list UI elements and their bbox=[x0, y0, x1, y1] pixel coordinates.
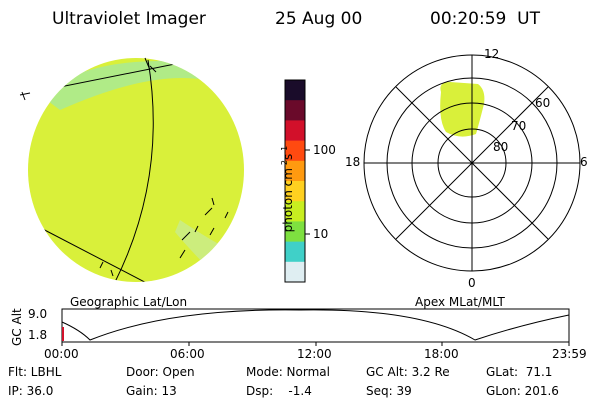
colorbar-frame bbox=[284, 79, 306, 283]
colorbar-segment bbox=[285, 100, 305, 121]
app-title: Ultraviolet Imager bbox=[52, 9, 206, 29]
footer-glon: GLon: 201.6 bbox=[486, 384, 559, 398]
footer-glat: GLat: 71.1 bbox=[486, 365, 553, 379]
colorbar-segment bbox=[285, 120, 305, 142]
altitude-xtick-0600: 06:00 bbox=[170, 347, 205, 361]
altitude-curve bbox=[61, 309, 570, 341]
altitude-axis-label: GC Alt bbox=[10, 308, 24, 346]
altitude-plot-frame bbox=[61, 308, 570, 343]
polar-mlat-mlt-plot bbox=[363, 54, 581, 272]
colorbar-segment bbox=[285, 80, 305, 101]
altitude-xtick-1800: 18:00 bbox=[424, 347, 459, 361]
colorbar-segment bbox=[285, 241, 305, 263]
mlat-label-80: 80 bbox=[493, 140, 509, 154]
colorbar-segment bbox=[285, 160, 305, 182]
colorbar-tick-label-100: 100 bbox=[313, 143, 336, 157]
colorbar-tick-label-10: 10 bbox=[313, 227, 329, 241]
auroral-oval-blob bbox=[440, 82, 485, 137]
colorbar-segment bbox=[285, 201, 305, 222]
colorbar-segment bbox=[285, 140, 305, 162]
footer-seq: Seq: 39 bbox=[366, 384, 412, 398]
mlt-label-12: 12 bbox=[484, 47, 500, 61]
footer-ip: IP: 36.0 bbox=[8, 384, 54, 398]
colorbar-unit-label: photon cm-2s-1 bbox=[280, 145, 295, 233]
footer-gain: Gain: 13 bbox=[126, 384, 177, 398]
altitude-xtick-1200: 12:00 bbox=[297, 347, 332, 361]
image-date: 25 Aug 00 bbox=[275, 9, 363, 29]
image-time: 00:20:59 UT bbox=[430, 9, 540, 29]
footer-door: Door: Open bbox=[126, 365, 195, 379]
footer-gc-alt: GC Alt: 3.2 Re bbox=[366, 365, 450, 379]
mlt-label-6: 6 bbox=[580, 155, 588, 169]
altitude-xtick-0000: 00:00 bbox=[44, 347, 79, 361]
colorbar-segment bbox=[285, 261, 305, 283]
mlat-label-70: 70 bbox=[511, 119, 527, 133]
left-panel-caption: Geographic Lat/Lon bbox=[70, 295, 188, 309]
colorbar bbox=[285, 80, 305, 283]
altitude-ytick-9: 9.0 bbox=[28, 307, 48, 321]
earth-disk-image bbox=[19, 57, 244, 282]
colorbar-segment bbox=[285, 221, 305, 243]
altitude-xtick-2359: 23:59 bbox=[552, 347, 587, 361]
mlat-label-60: 60 bbox=[535, 96, 551, 110]
footer-dsp: Dsp: -1.4 bbox=[246, 384, 312, 398]
altitude-plot bbox=[61, 308, 570, 346]
footer-mode: Mode: Normal bbox=[246, 365, 330, 379]
colorbar-segment bbox=[285, 181, 305, 202]
altitude-ytick-1-8: 1.8 bbox=[28, 328, 48, 342]
footer-flt: Flt: LBHL bbox=[8, 365, 62, 379]
mlt-label-18: 18 bbox=[345, 155, 361, 169]
polar-panel-caption: Apex MLat/MLT bbox=[415, 295, 505, 309]
mlt-diag-2 bbox=[395, 86, 549, 240]
mlt-label-0: 0 bbox=[468, 276, 476, 290]
